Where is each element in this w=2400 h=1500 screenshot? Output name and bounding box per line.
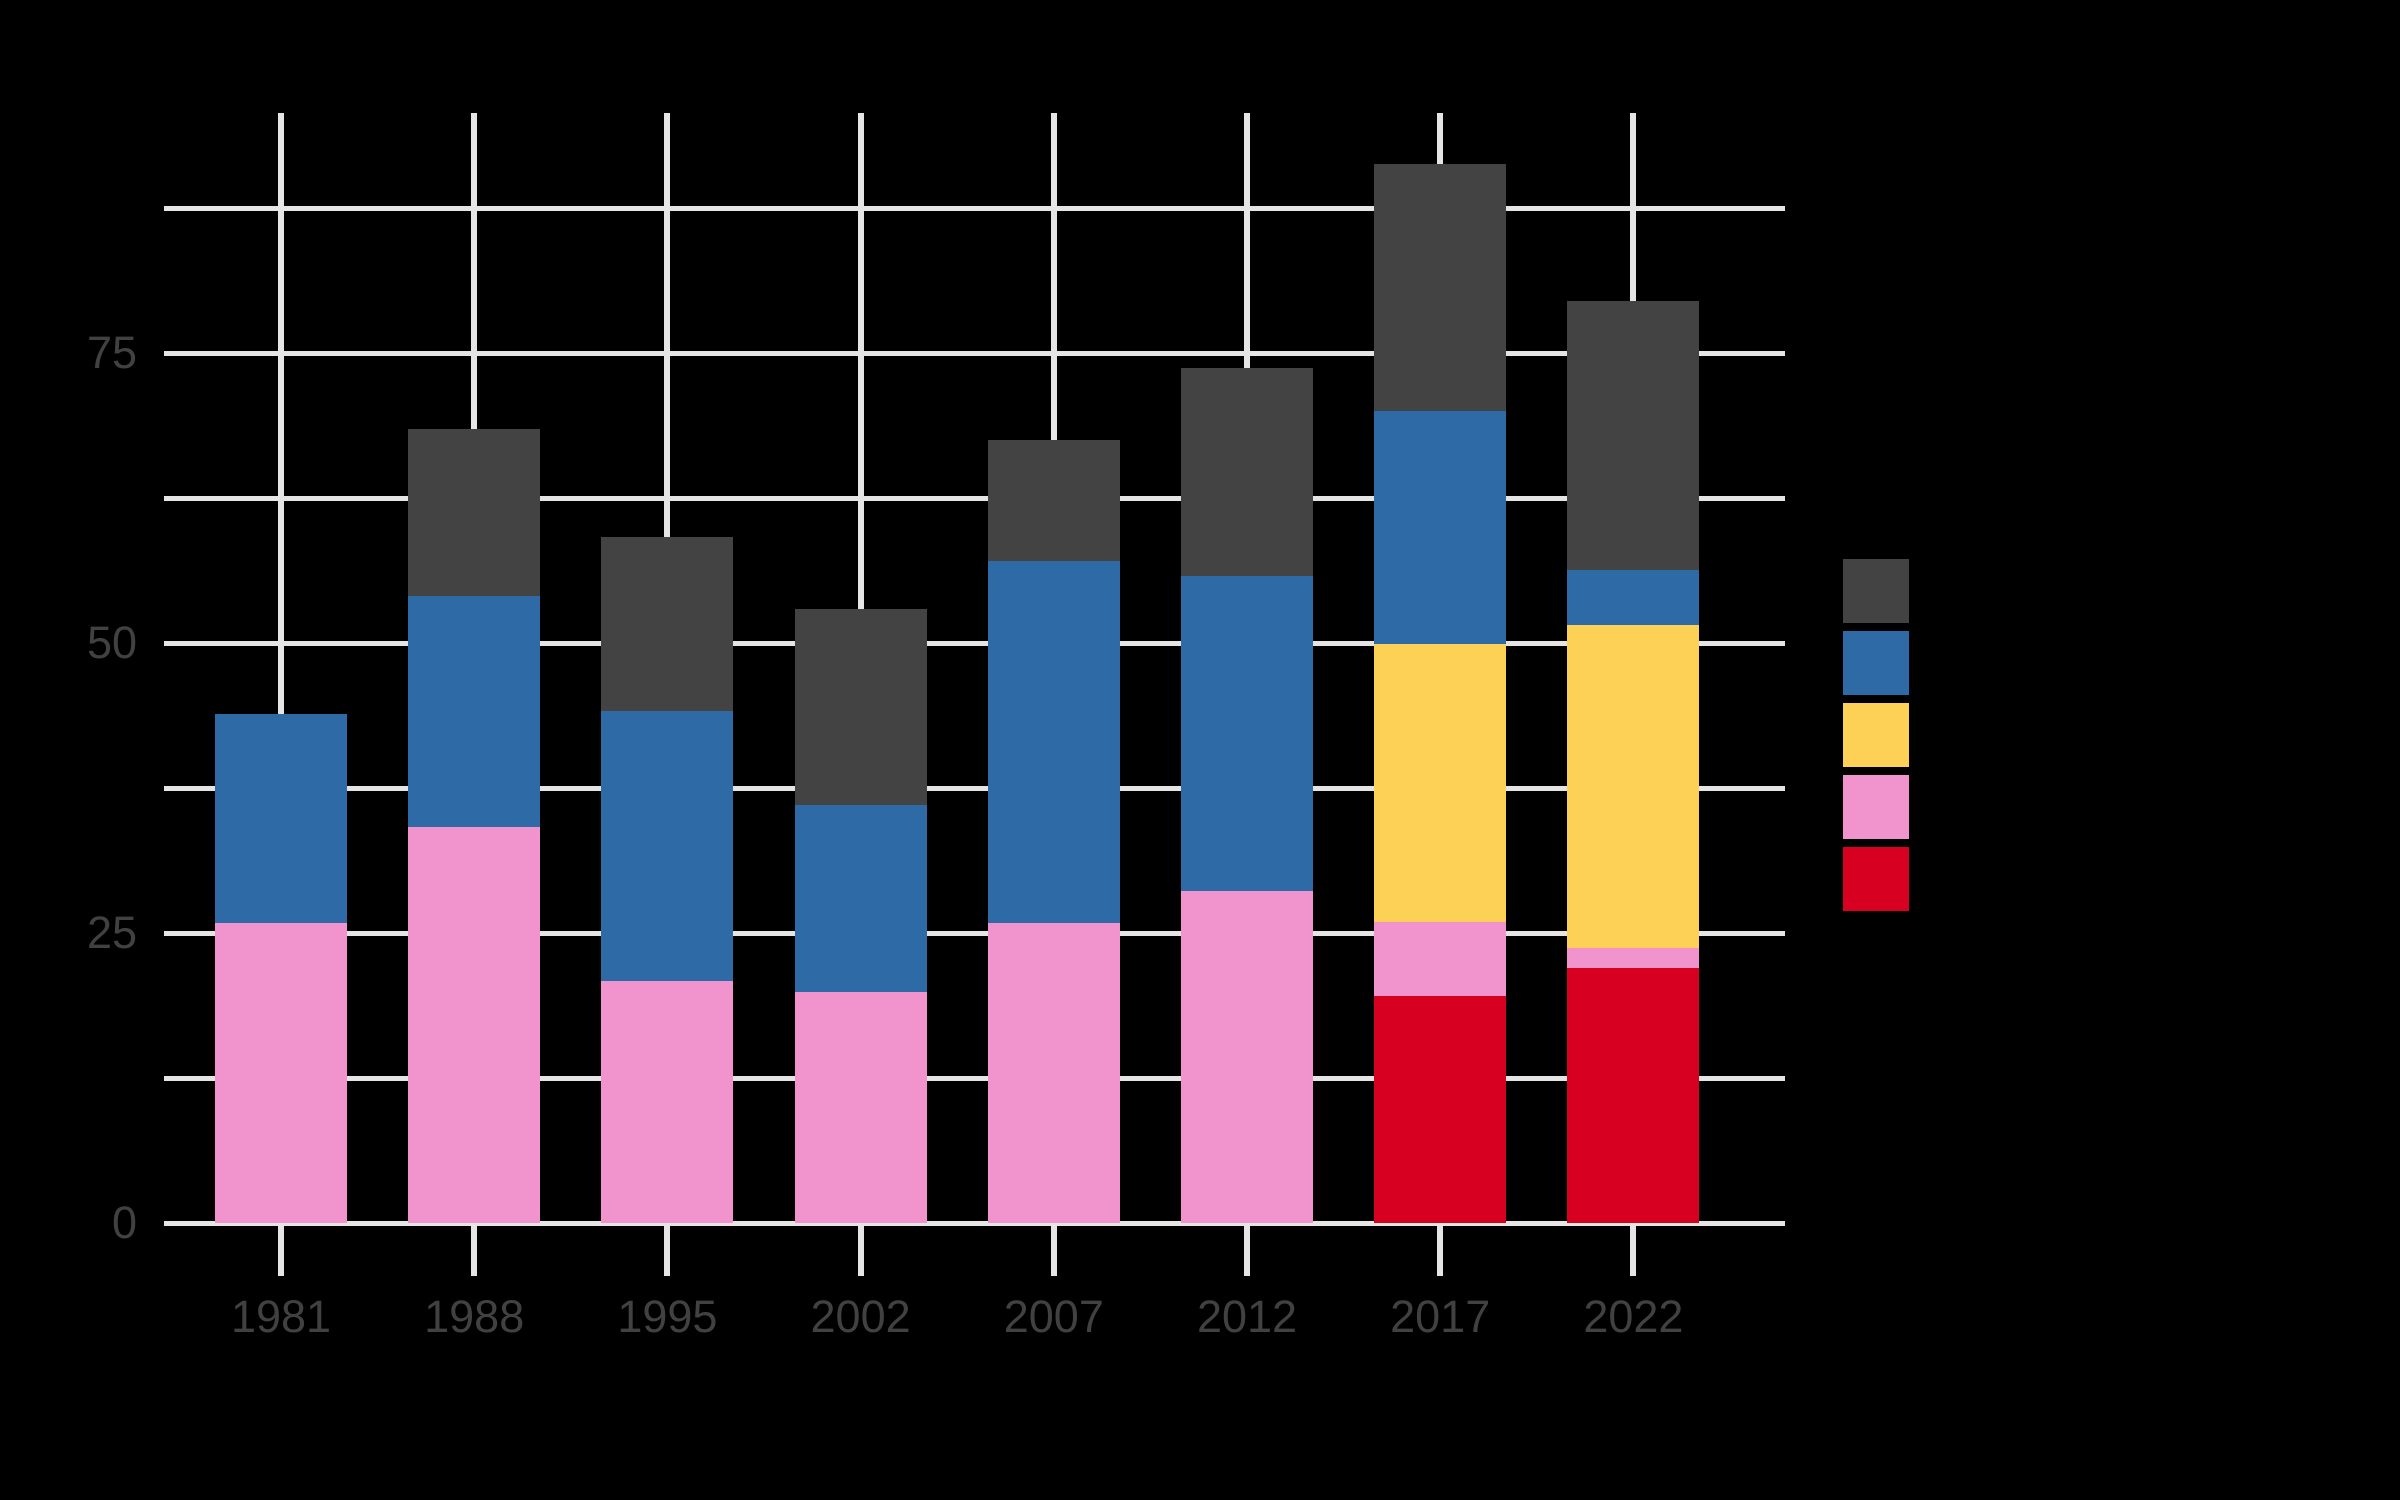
y-axis-label-75: 75: [86, 327, 137, 378]
minor-gridline-y-12.5: [164, 1075, 1785, 1081]
x-tick-2002: [857, 1223, 864, 1276]
major-gridline-y-25: [164, 930, 1785, 936]
vertical-gridline-1981: [278, 113, 284, 1223]
x-axis-label-2002: 2002: [810, 1291, 911, 1342]
bar-segment-2002-pink: [794, 992, 927, 1223]
x-tick-1988: [471, 1223, 478, 1276]
bar-segment-1988-dark-gray: [408, 428, 541, 596]
minor-gridline-y-87.5: [164, 205, 1785, 211]
x-axis-label-2022: 2022: [1583, 1291, 1684, 1342]
minor-gridline-y-62.5: [164, 495, 1785, 501]
bar-segment-2007-pink: [987, 922, 1120, 1223]
bar-segment-2002-blue: [794, 804, 927, 993]
bar-segment-1981-blue: [215, 714, 347, 924]
bar-segment-1995-dark-gray: [601, 536, 734, 711]
bar-segment-2017-pink: [1374, 922, 1507, 996]
x-axis-label-1981: 1981: [230, 1291, 332, 1342]
x-tick-1995: [664, 1223, 671, 1276]
bar-segment-2022-yellow: [1567, 625, 1700, 949]
y-axis-label-25: 25: [86, 907, 137, 958]
bar-segment-2022-blue: [1567, 569, 1700, 625]
bar-segment-2022-pink: [1567, 948, 1700, 969]
x-tick-2012: [1244, 1223, 1250, 1276]
x-tick-2007: [1050, 1223, 1057, 1276]
x-axis-label-2017: 2017: [1390, 1291, 1491, 1342]
minor-gridline-y-37.5: [164, 785, 1785, 791]
legend-key-red: [1843, 847, 1909, 911]
x-tick-2022: [1630, 1223, 1637, 1276]
x-axis-label-2012: 2012: [1196, 1291, 1298, 1342]
bar-segment-2007-blue: [987, 561, 1120, 923]
bar-segment-2012-blue: [1181, 575, 1313, 891]
bar-segment-2002-dark-gray: [794, 609, 927, 805]
bar-segment-2012-pink: [1181, 890, 1313, 1223]
plot-panel: [164, 113, 1785, 1226]
x-axis-label-2007: 2007: [1003, 1291, 1104, 1342]
bar-segment-1995-pink: [601, 981, 734, 1223]
bar-segment-1995-blue: [601, 710, 734, 982]
bar-segment-2017-red: [1374, 995, 1507, 1223]
legend-key-blue: [1843, 631, 1909, 695]
bar-segment-2012-dark-gray: [1181, 367, 1313, 576]
bar-segment-2022-red: [1567, 968, 1700, 1223]
bar-segment-2017-blue: [1374, 411, 1507, 644]
legend-key-yellow: [1843, 703, 1909, 767]
legend-key-pink: [1843, 775, 1909, 839]
bar-segment-1988-blue: [408, 595, 541, 828]
legend-key-dark-gray: [1843, 559, 1909, 623]
major-gridline-y-50: [164, 640, 1785, 646]
bar-segment-1981-pink: [215, 923, 347, 1223]
x-tick-2017: [1437, 1223, 1444, 1276]
bar-segment-2017-dark-gray: [1374, 164, 1507, 412]
bar-segment-2007-dark-gray: [987, 440, 1120, 562]
y-axis-label-0: 0: [111, 1197, 137, 1248]
bar-segment-1988-pink: [408, 827, 541, 1223]
x-axis-label-1995: 1995: [617, 1291, 718, 1342]
y-axis-label-50: 50: [86, 617, 137, 668]
x-axis-label-1988: 1988: [424, 1291, 525, 1342]
bar-segment-2017-yellow: [1374, 643, 1507, 923]
major-gridline-y-0: [164, 1220, 1785, 1226]
bar-segment-2022-dark-gray: [1567, 301, 1700, 570]
x-tick-1981: [278, 1223, 284, 1276]
major-gridline-y-75: [164, 350, 1785, 356]
